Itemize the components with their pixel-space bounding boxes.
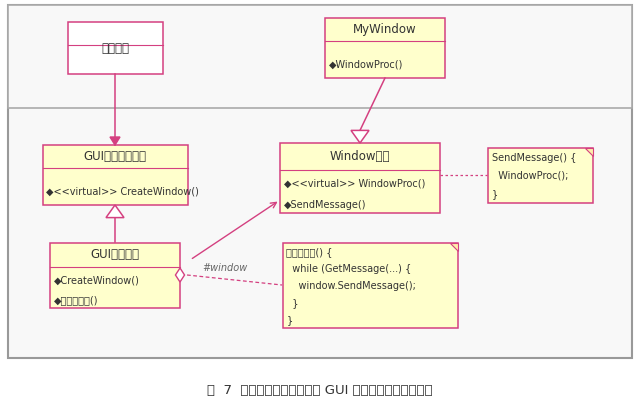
- Text: ◆主消息循环(): ◆主消息循环(): [54, 295, 99, 306]
- Text: WindowProc();: WindowProc();: [492, 171, 568, 181]
- Text: ◆CreateWindow(): ◆CreateWindow(): [54, 275, 140, 285]
- Bar: [8, 5, 632, 358]
- Bar: [488, 148, 593, 202]
- Bar: [8, 5, 632, 108]
- Text: GUI框架实现: GUI框架实现: [90, 248, 140, 261]
- Text: while (GetMessage(...) {: while (GetMessage(...) {: [287, 264, 412, 274]
- Text: ◆<<virtual>> WindowProc(): ◆<<virtual>> WindowProc(): [284, 179, 426, 189]
- Bar: [67, 22, 163, 74]
- Bar: [42, 145, 188, 205]
- Text: 图  7  通过模板方法模式消解 GUI 框架到应用程序的依赖: 图 7 通过模板方法模式消解 GUI 框架到应用程序的依赖: [207, 384, 433, 396]
- Text: MyWindow: MyWindow: [353, 23, 417, 36]
- Polygon shape: [106, 205, 124, 218]
- Text: ◆SendMessage(): ◆SendMessage(): [284, 200, 367, 210]
- Text: GUI框架抽象接口: GUI框架抽象接口: [83, 150, 147, 163]
- Polygon shape: [110, 137, 120, 145]
- Text: ◆WindowProc(): ◆WindowProc(): [329, 60, 403, 70]
- Text: }: }: [287, 315, 292, 325]
- Text: SendMessage() {: SendMessage() {: [492, 153, 576, 163]
- Bar: [280, 143, 440, 213]
- Text: }: }: [492, 189, 498, 199]
- Text: }: }: [287, 298, 299, 308]
- Text: Window接口: Window接口: [330, 150, 390, 163]
- Polygon shape: [351, 130, 369, 143]
- Text: window.SendMessage();: window.SendMessage();: [287, 281, 417, 291]
- Bar: [325, 18, 445, 78]
- Text: 应用程序: 应用程序: [101, 41, 129, 54]
- Text: ◆<<virtual>> CreateWindow(): ◆<<virtual>> CreateWindow(): [47, 187, 200, 197]
- Polygon shape: [175, 268, 184, 282]
- Bar: [50, 243, 180, 308]
- Bar: [282, 243, 458, 328]
- Polygon shape: [584, 148, 593, 155]
- Text: 主消息循环() {: 主消息循环() {: [287, 247, 333, 257]
- Text: #window: #window: [202, 263, 248, 273]
- Polygon shape: [449, 243, 458, 250]
